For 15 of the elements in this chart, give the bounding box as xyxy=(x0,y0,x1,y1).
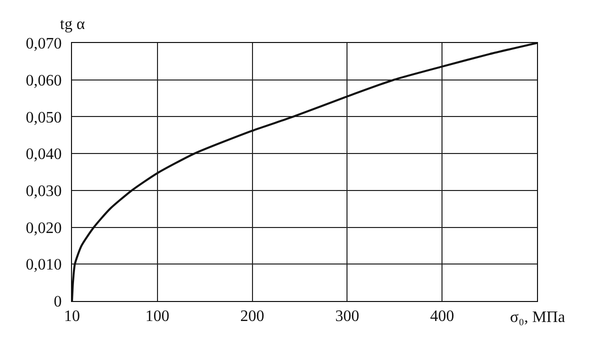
y-tick-label: 0,010 xyxy=(26,256,62,274)
x-tick-label: 200 xyxy=(240,308,264,326)
y-tick-label: 0,040 xyxy=(26,146,62,164)
y-tick-label: 0,070 xyxy=(26,36,62,53)
y-tick-label: 0,020 xyxy=(26,220,62,237)
y-axis-title: tg α xyxy=(60,16,86,33)
x-tick-label: 10 xyxy=(64,308,80,326)
y-tick-label: 0 xyxy=(54,294,62,311)
x-tick-label: 400 xyxy=(430,308,454,326)
x-tick-label: 100 xyxy=(145,308,170,326)
y-tick-label: 0,050 xyxy=(26,109,62,126)
x-axis-title: σ₀, МПа xyxy=(510,309,566,326)
y-tick-label: 0,030 xyxy=(26,183,62,200)
x-tick-label: 300 xyxy=(335,308,360,326)
y-tick-label: 0,060 xyxy=(26,72,62,90)
